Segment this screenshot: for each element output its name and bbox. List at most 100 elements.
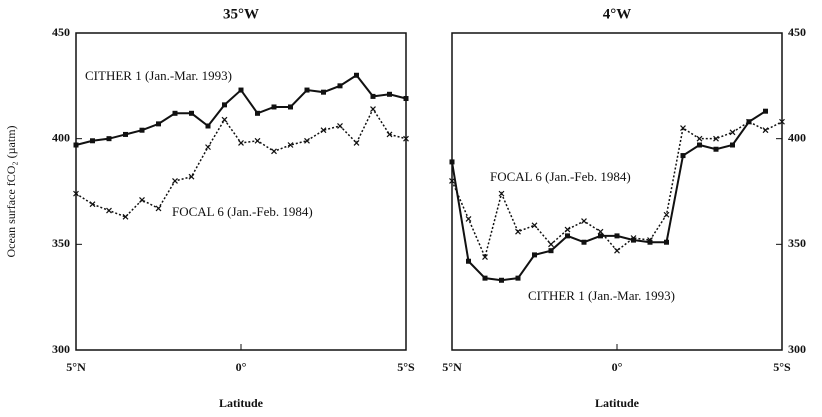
square-marker xyxy=(565,233,570,239)
square-marker xyxy=(189,110,194,116)
x-tick-label: 5°N xyxy=(66,360,86,374)
y-tick-label: 300 xyxy=(52,342,70,356)
y-tick-label: 350 xyxy=(52,236,70,250)
x-marker xyxy=(762,127,769,134)
x-marker xyxy=(515,228,521,235)
x-marker xyxy=(482,254,488,260)
panel-title: 4°W xyxy=(603,6,632,22)
square-marker xyxy=(598,233,603,239)
square-marker xyxy=(466,258,471,264)
x-marker xyxy=(449,178,455,184)
data-line xyxy=(75,107,407,218)
series-label: FOCAL 6 (Jan.-Feb. 1984) xyxy=(172,204,313,219)
x-marker xyxy=(564,226,571,233)
square-marker xyxy=(548,248,554,254)
square-marker xyxy=(631,237,636,243)
x-marker xyxy=(597,228,604,235)
x-marker xyxy=(221,116,228,123)
x-tick-label: 0° xyxy=(612,360,623,374)
x-marker xyxy=(630,235,637,241)
square-marker xyxy=(482,275,488,281)
x-marker xyxy=(337,123,343,129)
square-marker xyxy=(680,153,686,159)
series-label: CITHER 1 (Jan.-Mar. 1993) xyxy=(85,68,232,83)
x-tick-label: 0° xyxy=(236,360,247,374)
square-marker xyxy=(581,239,587,245)
square-marker xyxy=(354,72,359,78)
square-marker xyxy=(205,123,211,129)
x-marker xyxy=(353,139,360,146)
x-marker xyxy=(696,135,703,142)
x-marker xyxy=(403,135,409,142)
square-marker xyxy=(139,127,145,133)
square-marker xyxy=(156,121,161,127)
x-marker xyxy=(498,190,505,197)
panel-title: 35°W xyxy=(223,6,259,22)
x-marker xyxy=(304,137,310,144)
square-marker xyxy=(255,110,260,116)
square-marker xyxy=(172,110,178,116)
square-marker xyxy=(321,89,326,95)
x-marker xyxy=(647,237,653,244)
y-tick-label: 450 xyxy=(788,25,806,39)
square-marker xyxy=(614,233,620,239)
square-marker xyxy=(271,104,277,110)
square-marker xyxy=(370,93,376,99)
x-marker xyxy=(287,142,294,148)
square-marker xyxy=(90,138,95,144)
y-tick-label: 450 xyxy=(52,25,70,39)
square-marker xyxy=(499,277,504,283)
square-marker xyxy=(697,142,702,148)
series-label: FOCAL 6 (Jan.-Feb. 1984) xyxy=(490,169,631,184)
y-tick-label: 300 xyxy=(788,342,806,356)
square-marker xyxy=(403,96,409,102)
square-marker xyxy=(337,83,343,89)
x-marker xyxy=(122,213,129,220)
x-marker xyxy=(155,205,162,212)
x-marker xyxy=(663,211,670,218)
x-marker xyxy=(139,197,145,203)
y-axis-label: Ocean surface fCO₂ (µatm) xyxy=(4,125,18,257)
x-tick-label: 5°S xyxy=(773,360,791,374)
y-tick-label: 400 xyxy=(788,130,806,144)
x-axis-label: Latitude xyxy=(595,396,640,410)
x-marker xyxy=(271,148,277,155)
x-marker xyxy=(729,129,736,136)
x-axis-label: Latitude xyxy=(219,396,264,410)
square-marker xyxy=(763,108,768,114)
square-marker xyxy=(222,102,227,108)
x-marker xyxy=(386,131,393,138)
square-marker xyxy=(730,142,735,148)
x-marker xyxy=(779,118,785,125)
x-marker xyxy=(746,118,752,125)
square-marker xyxy=(123,131,128,137)
x-marker xyxy=(172,178,178,184)
x-marker xyxy=(370,106,376,113)
x-marker xyxy=(188,173,195,180)
x-marker xyxy=(254,137,261,144)
x-marker xyxy=(680,125,686,132)
x-marker xyxy=(106,207,112,214)
square-marker xyxy=(515,275,521,281)
x-marker xyxy=(320,127,327,134)
square-marker xyxy=(449,159,455,165)
y-tick-label: 400 xyxy=(52,130,70,144)
x-marker xyxy=(531,222,538,229)
series-label: CITHER 1 (Jan.-Mar. 1993) xyxy=(528,288,675,303)
x-marker xyxy=(465,216,472,222)
x-marker xyxy=(205,144,211,151)
x-marker xyxy=(238,139,244,146)
square-marker xyxy=(304,87,310,93)
y-tick-label: 350 xyxy=(788,236,806,250)
x-marker xyxy=(614,247,620,254)
square-marker xyxy=(238,87,244,93)
square-marker xyxy=(713,146,719,152)
data-line xyxy=(451,110,767,282)
square-marker xyxy=(664,239,669,245)
x-marker xyxy=(581,218,587,225)
x-tick-label: 5°N xyxy=(442,360,462,374)
x-marker xyxy=(548,241,554,248)
square-marker xyxy=(387,91,392,97)
square-marker xyxy=(288,104,293,110)
